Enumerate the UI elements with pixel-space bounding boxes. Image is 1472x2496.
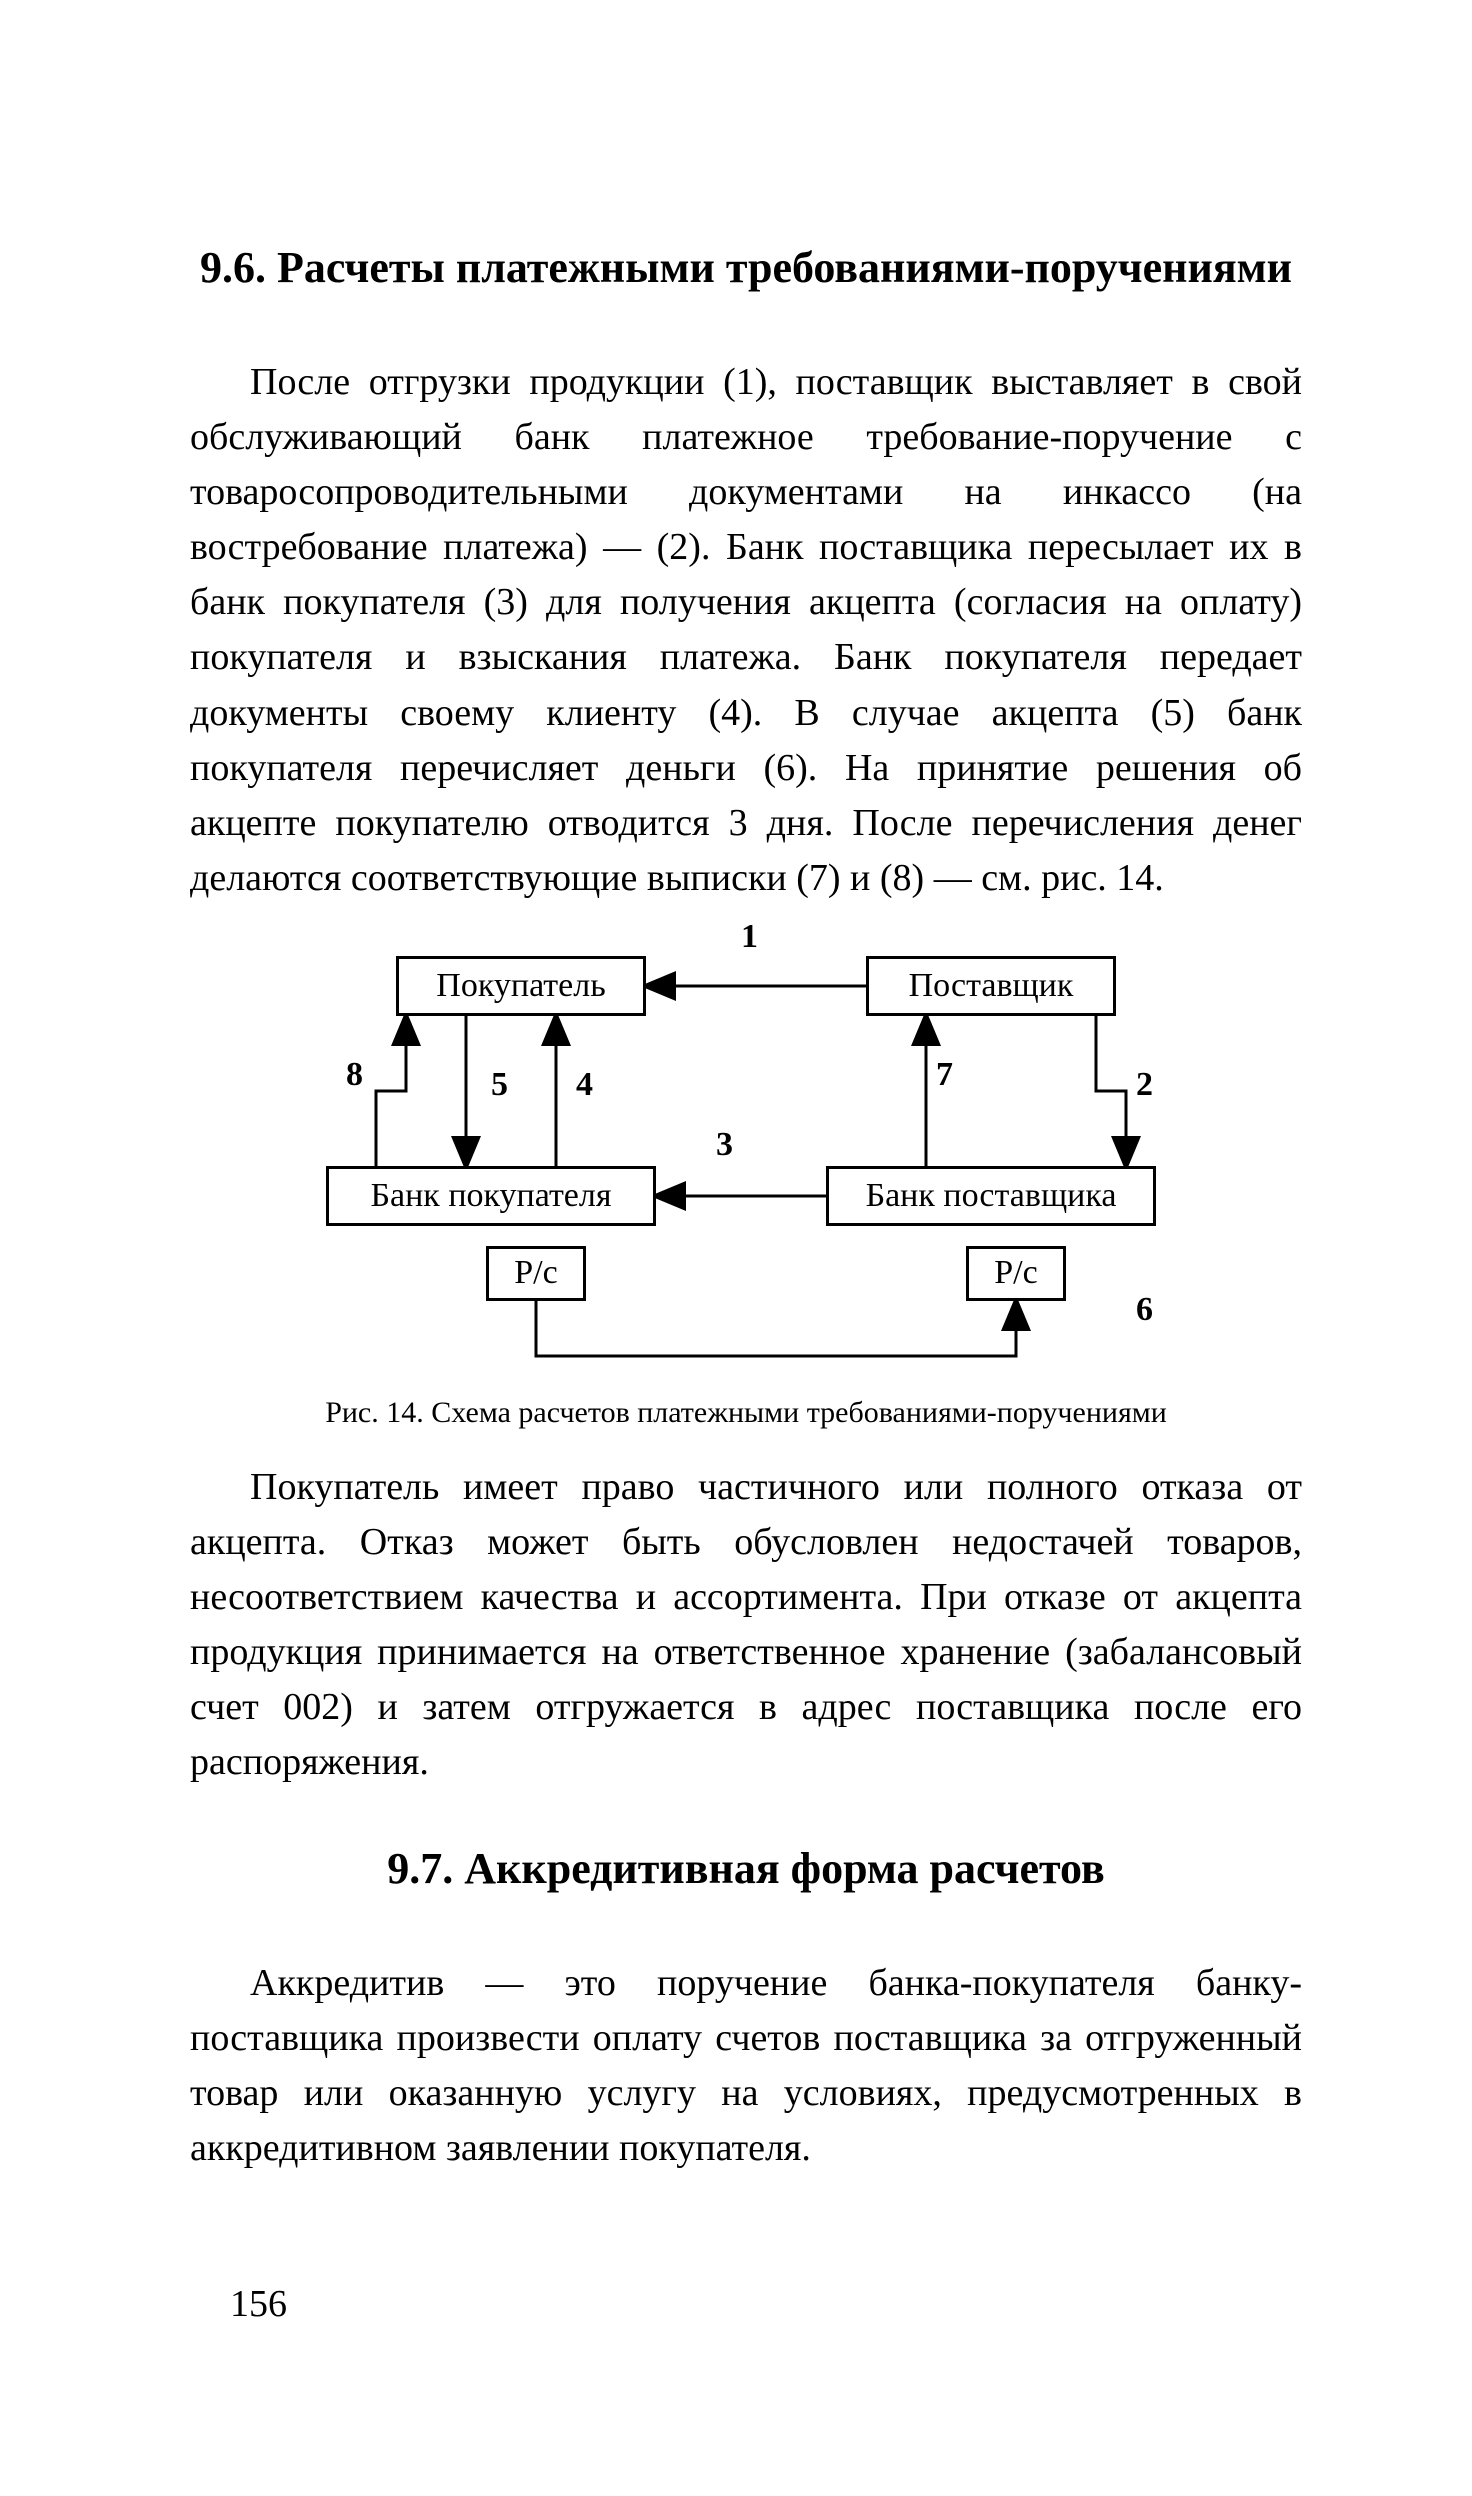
node-buyer: Покупатель — [396, 956, 646, 1016]
node-rc-left: Р/с — [486, 1246, 586, 1301]
edge-label-8: 8 — [346, 1056, 363, 1094]
edge-label-5: 5 — [491, 1066, 508, 1104]
node-buyer-bank: Банк покупателя — [326, 1166, 656, 1226]
node-rc-left-label: Р/с — [514, 1254, 557, 1292]
node-rc-right-label: Р/с — [994, 1254, 1037, 1292]
node-supplier-bank: Банк поставщика — [826, 1166, 1156, 1226]
node-supplier: Поставщик — [866, 956, 1116, 1016]
edge-label-4: 4 — [576, 1066, 593, 1104]
node-rc-right: Р/с — [966, 1246, 1066, 1301]
page-number: 156 — [230, 2282, 287, 2326]
edge-label-7: 7 — [936, 1056, 953, 1094]
section-97-title: 9.7. Аккредитивная форма расчетов — [190, 1841, 1302, 1896]
edge-label-3: 3 — [716, 1126, 733, 1164]
edge-label-6: 6 — [1136, 1291, 1153, 1329]
diagram-payment-scheme: Покупатель Поставщик Банк покупателя Бан… — [266, 916, 1226, 1386]
section-96-para1: После отгрузки продукции (1), поставщик … — [190, 355, 1302, 906]
node-buyer-bank-label: Банк покупателя — [370, 1177, 611, 1215]
page: 9.6. Расчеты платежными требованиями-пор… — [0, 0, 1472, 2496]
section-96-title: 9.6. Расчеты платежными требованиями-пор… — [190, 240, 1302, 295]
edge-label-2: 2 — [1136, 1066, 1153, 1104]
section-97-para1: Аккредитив — это поручение банка-покупат… — [190, 1956, 1302, 2176]
edge-label-1: 1 — [741, 918, 758, 956]
node-supplier-label: Поставщик — [909, 967, 1074, 1005]
node-buyer-label: Покупатель — [436, 967, 605, 1005]
node-supplier-bank-label: Банк поставщика — [866, 1177, 1117, 1215]
figure-caption: Рис. 14. Схема расчетов платежными требо… — [190, 1396, 1302, 1430]
section-96-para2: Покупатель имеет право частичного или по… — [190, 1460, 1302, 1791]
